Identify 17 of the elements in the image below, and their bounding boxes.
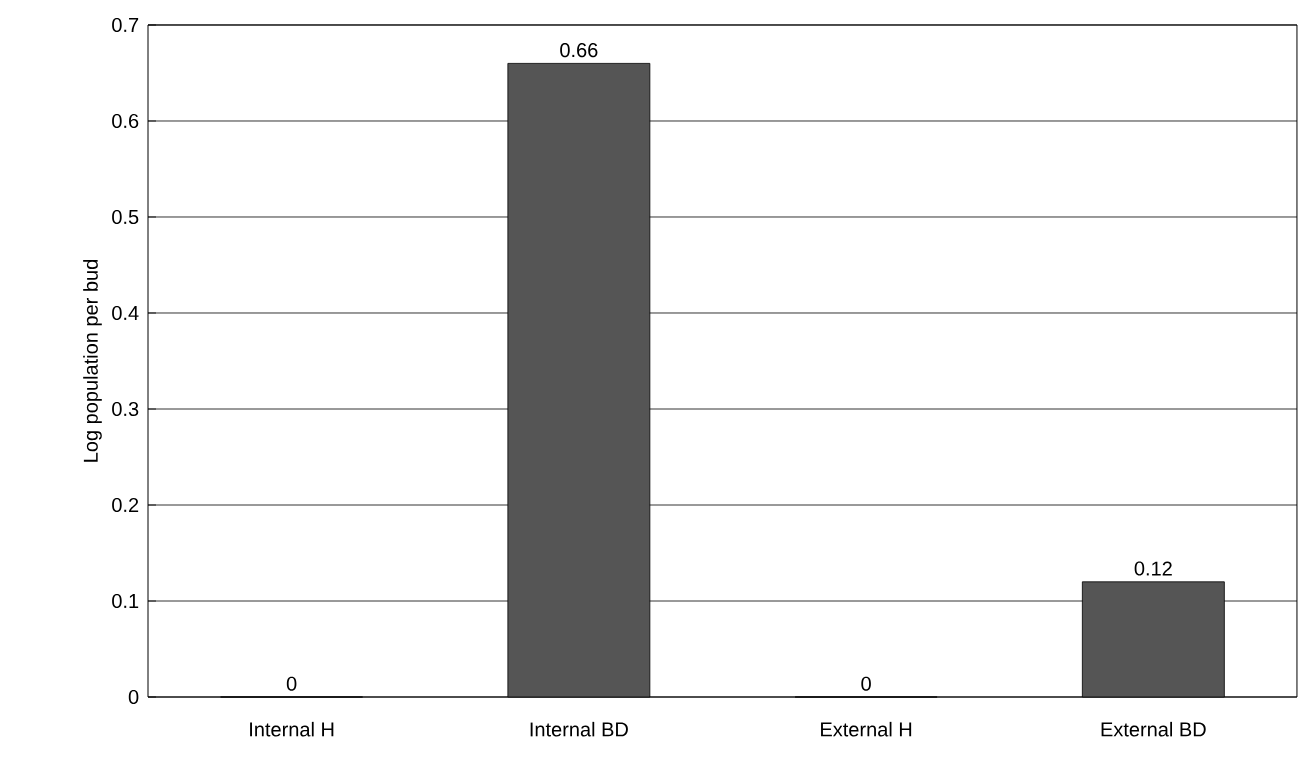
y-tick-label: 0	[128, 689, 139, 705]
x-tick-label: External BD	[1101, 721, 1206, 737]
y-tick-label: 0.1	[112, 593, 139, 609]
y-tick-label: 0.6	[112, 113, 139, 129]
x-tick-label: External H	[821, 721, 912, 737]
x-tick-label: Internal BD	[530, 721, 628, 737]
data-label: 0	[861, 676, 871, 691]
x-tick-label: Internal H	[250, 721, 334, 737]
y-tick-label: 0.4	[112, 305, 139, 321]
y-axis-title: Log population per bud	[83, 260, 102, 462]
y-tick-label: 0.2	[112, 497, 139, 513]
y-tick-label: 0.3	[112, 401, 139, 417]
data-label: 0.66	[560, 43, 598, 58]
data-label: 0.12	[1134, 561, 1172, 576]
data-label: 0	[286, 676, 297, 691]
y-tick-label: 0.7	[112, 17, 139, 33]
y-tick-label: 0.5	[112, 209, 139, 225]
